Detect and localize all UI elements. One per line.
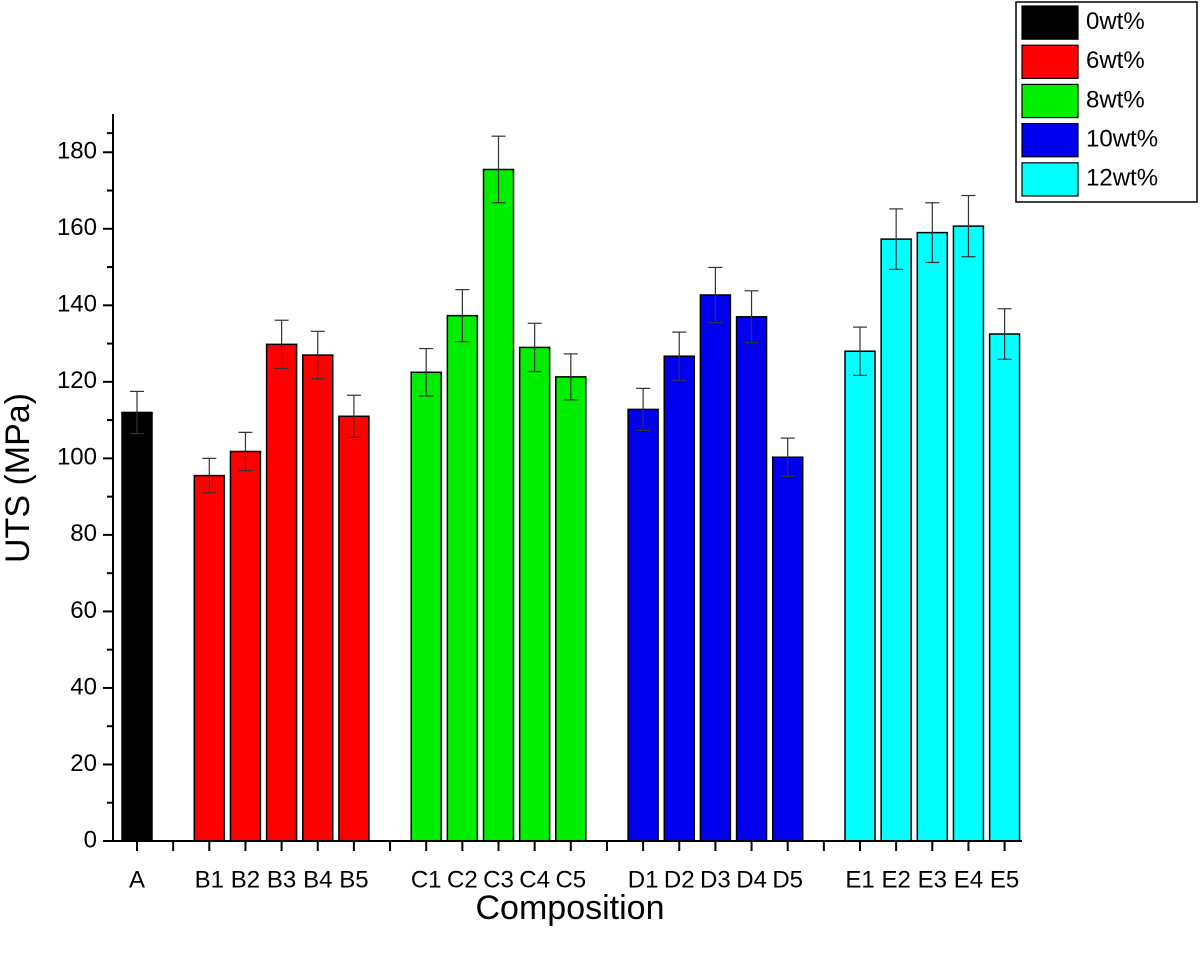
legend-label: 8wt% — [1086, 86, 1145, 113]
bar — [880, 238, 912, 842]
x-tick-label: C1 — [411, 866, 442, 893]
error-bar — [527, 322, 542, 373]
bar — [410, 371, 442, 842]
legend-swatch — [1021, 122, 1079, 158]
y-tick-label: 60 — [70, 597, 97, 624]
y-tick-label: 140 — [57, 291, 97, 318]
error-bar — [455, 289, 470, 343]
bar — [555, 376, 587, 842]
x-tick-label: E3 — [918, 866, 947, 893]
x-axis-label: Composition — [476, 889, 665, 927]
x-tick-label: E5 — [990, 866, 1019, 893]
y-tick-label: 80 — [70, 520, 97, 547]
bar — [193, 474, 226, 842]
error-bar — [202, 457, 217, 494]
x-tick-label: D1 — [628, 866, 659, 893]
bar — [518, 346, 551, 842]
x-tick-label: B3 — [267, 866, 296, 893]
x-tick-label: E4 — [954, 866, 983, 893]
bar — [952, 225, 985, 842]
y-tick-label: 20 — [70, 750, 97, 777]
legend-swatch — [1021, 83, 1079, 119]
x-tick-label: C3 — [483, 866, 514, 893]
bar — [699, 294, 732, 842]
error-bar — [491, 135, 506, 204]
legend-label: 0wt% — [1086, 8, 1145, 35]
error-bar — [563, 353, 578, 401]
legend-swatch — [1021, 5, 1079, 40]
bar — [338, 415, 370, 842]
error-bar — [925, 202, 940, 264]
x-tick-label: D4 — [736, 866, 767, 893]
y-tick-label: 160 — [57, 214, 97, 241]
error-bar — [238, 431, 253, 472]
y-tick-label: 100 — [57, 444, 97, 471]
error-bar — [853, 326, 867, 376]
error-bar — [961, 194, 976, 258]
legend-label: 10wt% — [1086, 126, 1158, 153]
error-bar — [274, 319, 289, 370]
bar — [446, 314, 479, 842]
y-tick-label: 0 — [84, 826, 97, 853]
y-tick-label: 40 — [70, 673, 97, 700]
bar — [663, 355, 695, 842]
bar — [482, 168, 515, 842]
x-tick-label: E1 — [845, 866, 874, 893]
error-bar — [310, 330, 325, 380]
y-axis-label: UTS (MPa) — [0, 393, 37, 563]
bar — [302, 354, 334, 842]
bar — [844, 350, 876, 842]
x-tick-label: D2 — [664, 866, 695, 893]
x-tick-label: D5 — [772, 866, 803, 893]
bar — [627, 408, 659, 842]
bar — [988, 333, 1021, 842]
x-tick-label: A — [129, 866, 145, 893]
bar — [265, 343, 298, 842]
legend-swatch — [1021, 162, 1079, 197]
x-tick-label: C2 — [447, 866, 478, 893]
x-tick-label: E2 — [881, 866, 910, 893]
legend-swatch — [1021, 44, 1079, 80]
error-bar — [997, 308, 1012, 360]
y-tick-label: 180 — [57, 138, 97, 165]
error-bar — [130, 390, 144, 435]
legend-label: 12wt% — [1086, 165, 1158, 192]
bar — [121, 411, 153, 842]
y-tick-label: 120 — [57, 367, 97, 394]
x-tick-label: B2 — [231, 866, 260, 893]
error-bar — [780, 437, 795, 477]
bar — [229, 450, 262, 842]
bar — [916, 231, 949, 842]
error-bar — [636, 387, 651, 432]
x-tick-label: C5 — [555, 866, 586, 893]
x-tick-label: C4 — [519, 866, 550, 893]
x-tick-label: B5 — [339, 866, 368, 893]
error-bar — [672, 331, 687, 381]
bar — [735, 316, 768, 842]
x-tick-label: D3 — [700, 866, 731, 893]
error-bar — [346, 394, 361, 438]
error-bar — [708, 266, 723, 324]
error-bar — [419, 347, 434, 397]
x-tick-label: B1 — [195, 866, 224, 893]
bar — [771, 456, 804, 842]
legend-label: 6wt% — [1086, 47, 1145, 74]
error-bar — [744, 290, 759, 344]
x-tick-label: B4 — [303, 866, 332, 893]
error-bar — [889, 208, 904, 270]
